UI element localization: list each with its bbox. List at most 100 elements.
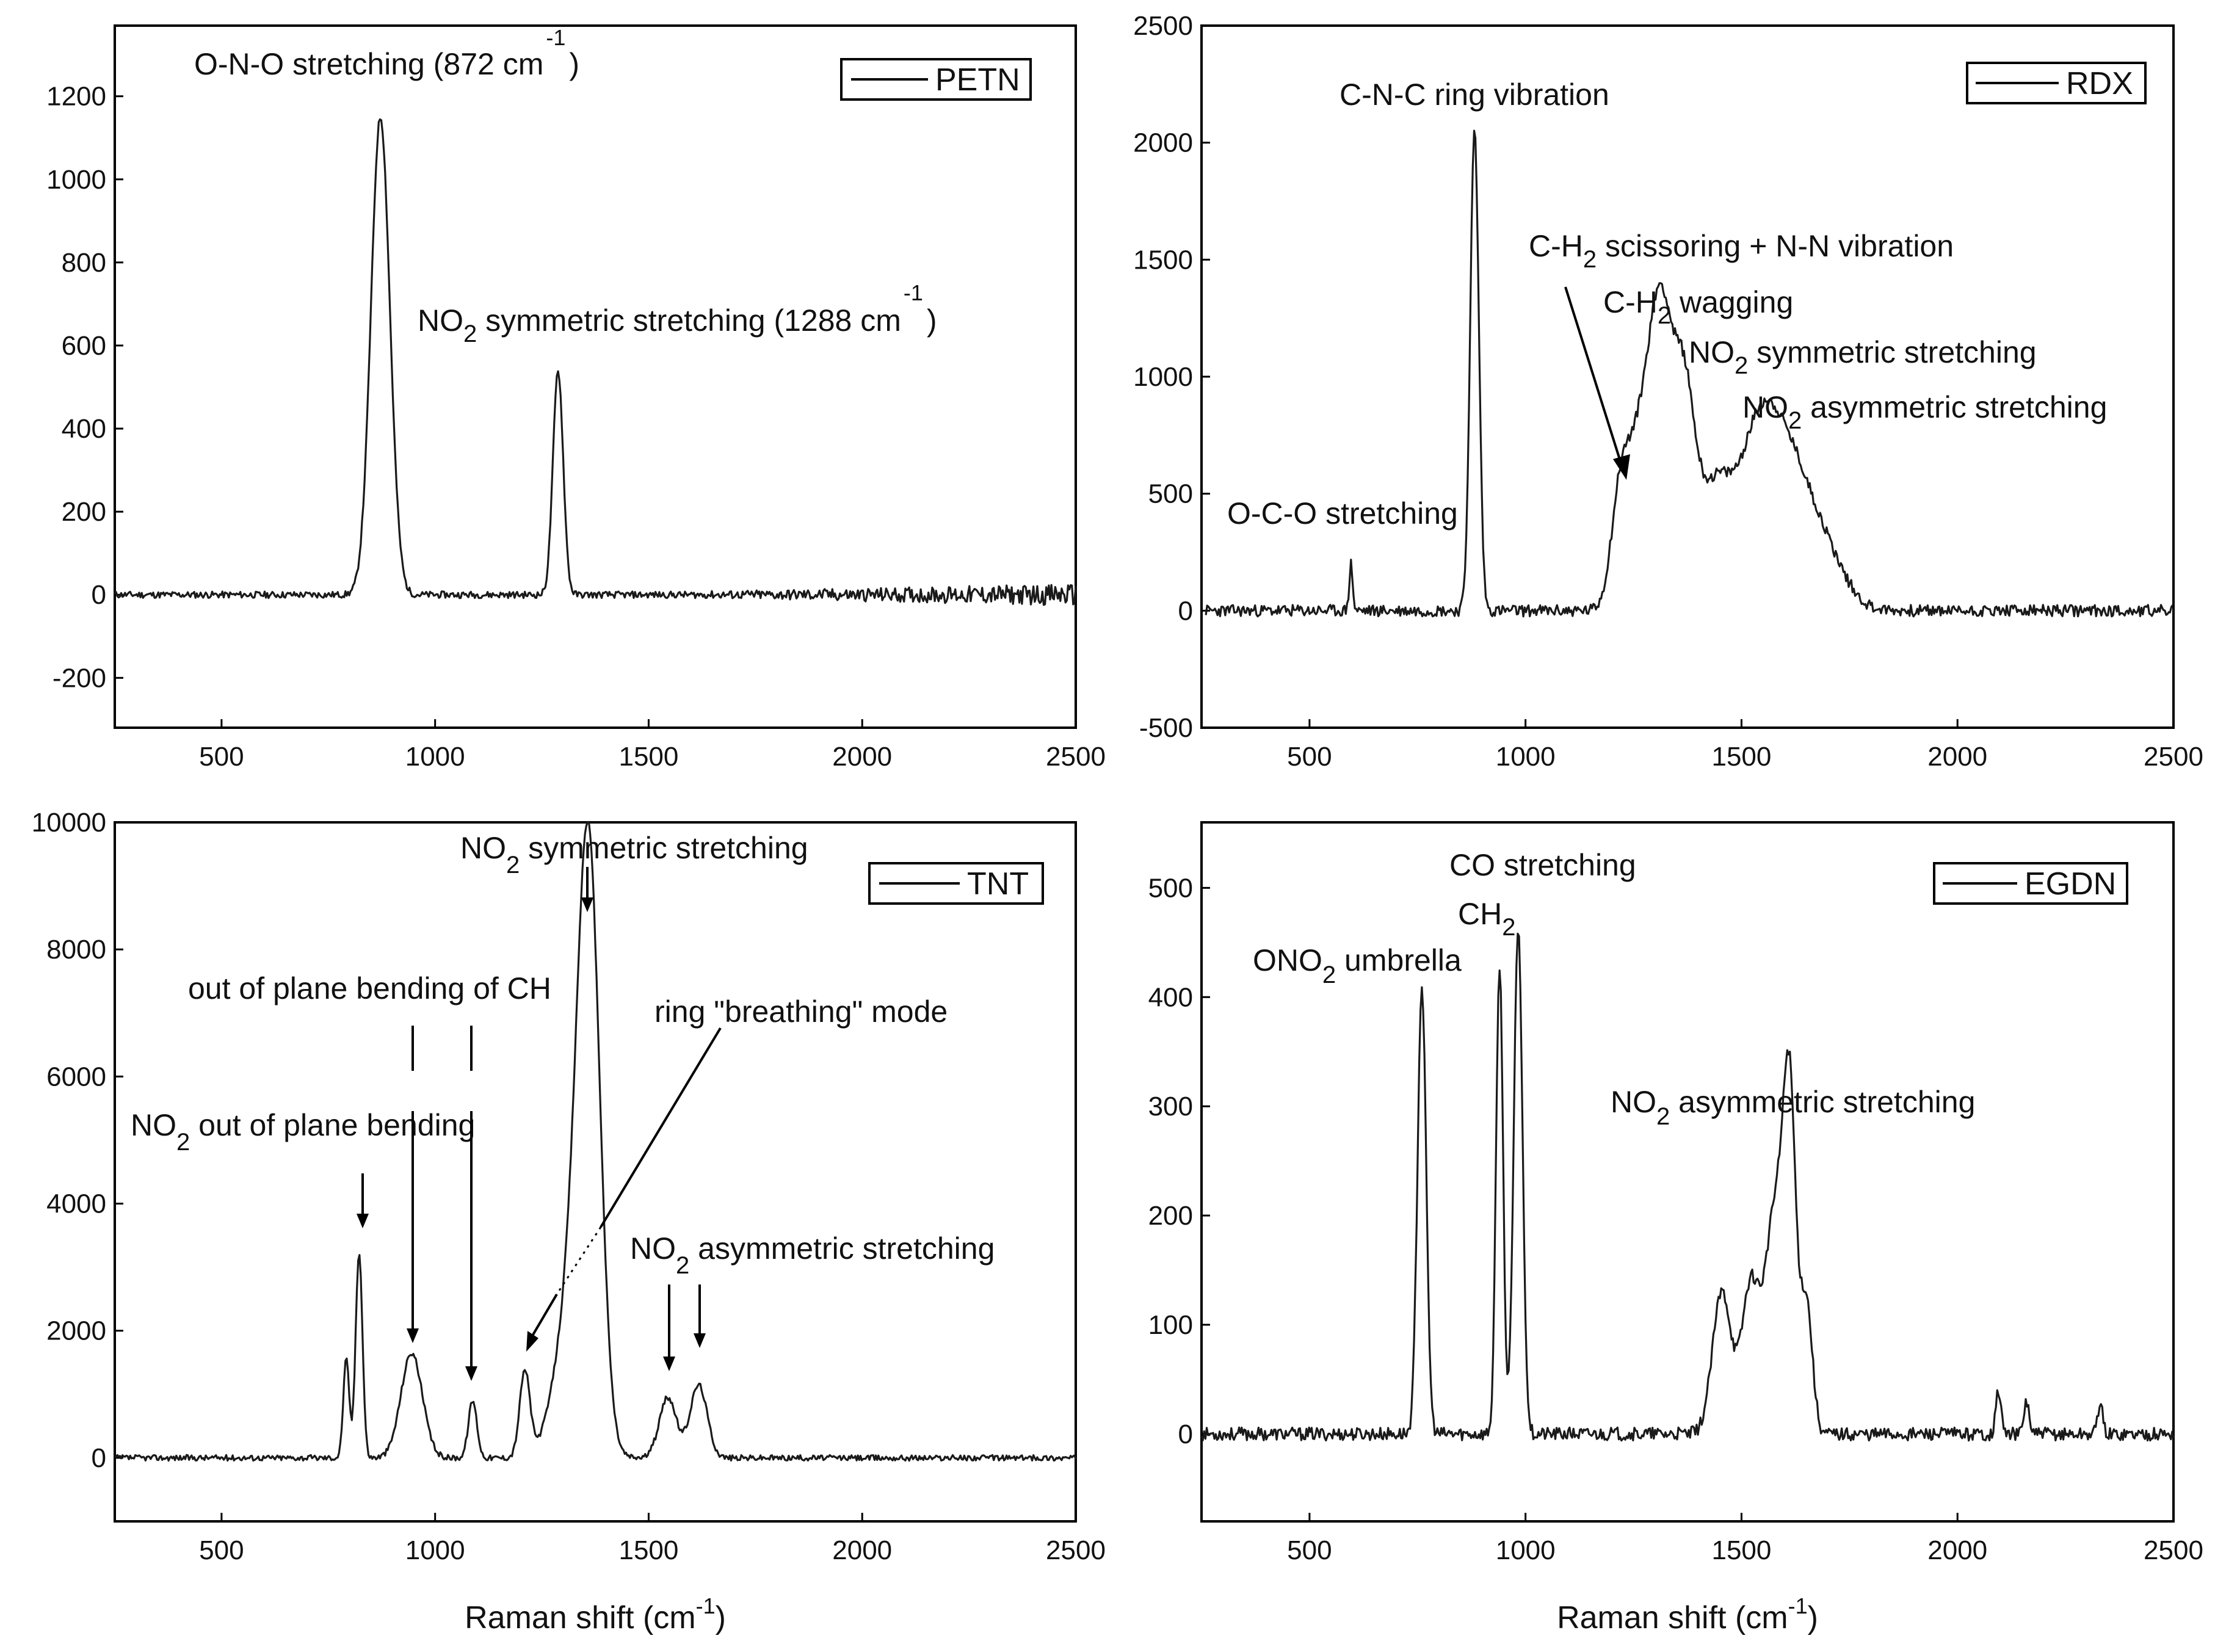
egdn-x-tick-label: 500	[1287, 1535, 1332, 1565]
petn-panel: 500 1000 1500 2000 2500 -200 0 200 400 600 800 1000…	[46, 24, 1106, 772]
petn-x-tick-label: 2000	[832, 742, 892, 772]
egdn-legend-label: EGDN	[2025, 866, 2116, 902]
rdx-cnc-annotation: C-N-C ring vibration	[1340, 78, 1609, 112]
rdx-panel: 500 1000 1500 2000 2500 -500 0 500 1000 1500 2000 2…	[1133, 11, 2203, 772]
egdn-y-tick-label: 300	[1148, 1092, 1193, 1121]
rdx-legend: RDX	[1966, 62, 2147, 104]
egdn-y-tick-label: 0	[1178, 1419, 1193, 1449]
tnt-plot-frame	[114, 821, 1077, 1523]
egdn-x-tick-label: 2000	[1927, 1535, 1987, 1565]
petn-x-tick-label: 1500	[618, 742, 678, 772]
petn-x-tick-label: 500	[199, 742, 244, 772]
egdn-y-tick-label: 400	[1148, 982, 1193, 1012]
tnt-ring-breathing-arrow	[526, 1027, 722, 1352]
egdn-legend: EGDN	[1933, 862, 2128, 905]
petn-legend-label: PETN	[935, 62, 1020, 98]
rdx-no2-symmetric-annotation: NO2 symmetric stretching	[1689, 335, 2037, 379]
tnt-x-tick-label: 1500	[618, 1535, 678, 1565]
tnt-no2-symmetric-annotation: NO2 symmetric stretching	[460, 831, 808, 879]
tnt-axis-ticks: 500 1000 1500 2000 2500 0 2000 4000 6000 8000 1000…	[32, 808, 1106, 1565]
tnt-x-axis-label: Raman shift (cm-1)	[465, 1593, 726, 1636]
egdn-y-tick-label: 100	[1148, 1310, 1193, 1340]
egdn-ch2-annotation: CH2	[1458, 897, 1515, 941]
tnt-no2-asym-arrow-1	[663, 1284, 675, 1371]
egdn-axis-ticks: 500 1000 1500 2000 2500 0 100 200 300 400 500	[1148, 873, 2203, 1565]
petn-legend: PETN	[840, 58, 1032, 101]
tnt-legend-label: TNT	[967, 866, 1029, 902]
rdx-x-tick-label: 2000	[1927, 742, 1987, 772]
petn-y-tick-label: 0	[92, 580, 106, 610]
rdx-spectrum-line	[1205, 129, 2173, 618]
petn-y-tick-label: 1200	[46, 82, 106, 112]
petn-y-tick-label: -200	[53, 663, 106, 693]
egdn-ono2-annotation: ONO2 umbrella	[1253, 943, 1462, 988]
tnt-y-tick-label: 0	[92, 1443, 106, 1473]
tnt-no2-symmetric-arrow	[581, 867, 593, 912]
petn-x-tick-label: 1000	[405, 742, 465, 772]
petn-y-tick-label: 200	[62, 497, 106, 527]
rdx-scissoring-arrow	[1564, 286, 1630, 480]
rdx-no2-asymmetric-annotation: NO2 asymmetric stretching	[1742, 390, 2107, 434]
rdx-x-tick-label: 2500	[2144, 742, 2203, 772]
tnt-y-tick-label: 4000	[46, 1189, 106, 1219]
tnt-ch-bending-annotation: out of plane bending of CH	[188, 971, 551, 1005]
tnt-y-tick-label: 6000	[46, 1062, 106, 1092]
tnt-y-tick-label: 2000	[46, 1316, 106, 1346]
tnt-y-tick-label: 8000	[46, 935, 106, 965]
rdx-ch2-wagging-annotation: C-H2 wagging	[1603, 285, 1793, 329]
rdx-y-tick-label: 1500	[1133, 245, 1193, 275]
rdx-x-tick-label: 1000	[1496, 742, 1556, 772]
rdx-y-tick-label: 2000	[1133, 128, 1193, 158]
petn-plot-frame	[114, 24, 1077, 729]
tnt-ch-bending-arrow-2	[465, 1026, 477, 1381]
egdn-y-tick-label: 500	[1148, 873, 1193, 903]
egdn-x-tick-label: 1000	[1496, 1535, 1556, 1565]
rdx-axis-ticks: 500 1000 1500 2000 2500 -500 0 500 1000 1500 2000 2…	[1133, 11, 2203, 772]
petn-legend-box	[840, 58, 1032, 101]
egdn-panel: 500 1000 1500 2000 2500 0 100 200 300 400 500 EGDN…	[1148, 821, 2203, 1636]
rdx-y-tick-label: 1000	[1133, 362, 1193, 392]
tnt-spectrum-line	[114, 821, 1077, 1462]
petn-x-tick-label: 2500	[1046, 742, 1106, 772]
rdx-y-tick-label: 0	[1178, 596, 1193, 626]
egdn-x-axis-label: Raman shift (cm-1)	[1557, 1593, 1818, 1636]
tnt-no2-asymmetric-annotation: NO2 asymmetric stretching	[630, 1231, 995, 1279]
petn-y-tick-label: 600	[62, 331, 106, 361]
egdn-x-tick-label: 1500	[1711, 1535, 1771, 1565]
egdn-plot-frame	[1200, 821, 2175, 1523]
rdx-ch2-scissoring-annotation: C-H2 scissoring + N-N vibration	[1529, 229, 1954, 273]
petn-y-tick-label: 400	[62, 414, 106, 444]
petn-no2-annotation: NO2 symmetric stretching (1288 cm-1)	[418, 280, 937, 347]
petn-spectrum-line	[114, 118, 1077, 606]
tnt-legend: TNT	[868, 862, 1044, 905]
tnt-x-tick-label: 1000	[405, 1535, 465, 1565]
tnt-ring-breathing-annotation: ring "breathing" mode	[654, 994, 948, 1029]
tnt-y-tick-label: 10000	[32, 808, 106, 838]
rdx-x-tick-label: 500	[1287, 742, 1332, 772]
egdn-spectrum-line	[1200, 932, 2175, 1442]
rdx-legend-label: RDX	[2066, 66, 2133, 101]
egdn-co-annotation: CO stretching	[1449, 848, 1636, 882]
rdx-oco-annotation: O-C-O stretching	[1227, 496, 1458, 531]
rdx-y-tick-label: 500	[1148, 479, 1193, 509]
tnt-x-tick-label: 2000	[832, 1535, 892, 1565]
tnt-x-tick-label: 500	[199, 1535, 244, 1565]
egdn-y-tick-label: 200	[1148, 1201, 1193, 1231]
tnt-panel: 500 1000 1500 2000 2500 0 2000 4000 6000 8000 1000…	[32, 808, 1106, 1636]
tnt-no2-oop-arrow	[357, 1173, 369, 1228]
tnt-no2-asym-arrow-2	[694, 1284, 706, 1348]
egdn-x-tick-label: 2500	[2144, 1535, 2203, 1565]
tnt-no2-oop-annotation: NO2 out of plane bending	[131, 1108, 475, 1156]
tnt-x-tick-label: 2500	[1046, 1535, 1106, 1565]
petn-y-tick-label: 800	[62, 248, 106, 278]
petn-y-tick-label: 1000	[46, 165, 106, 195]
petn-axis-ticks: 500 1000 1500 2000 2500 -200 0 200 400 600 800 1000…	[46, 82, 1106, 772]
tnt-ch-bending-arrow-1	[407, 1026, 419, 1343]
rdx-y-tick-label: 2500	[1133, 11, 1193, 41]
egdn-no2-asymmetric-annotation: NO2 asymmetric stretching	[1611, 1085, 1975, 1130]
rdx-y-tick-label: -500	[1139, 713, 1193, 743]
rdx-x-tick-label: 1500	[1711, 742, 1771, 772]
petn-ono-annotation: O-N-O stretching (872 cm-1)	[194, 25, 579, 81]
